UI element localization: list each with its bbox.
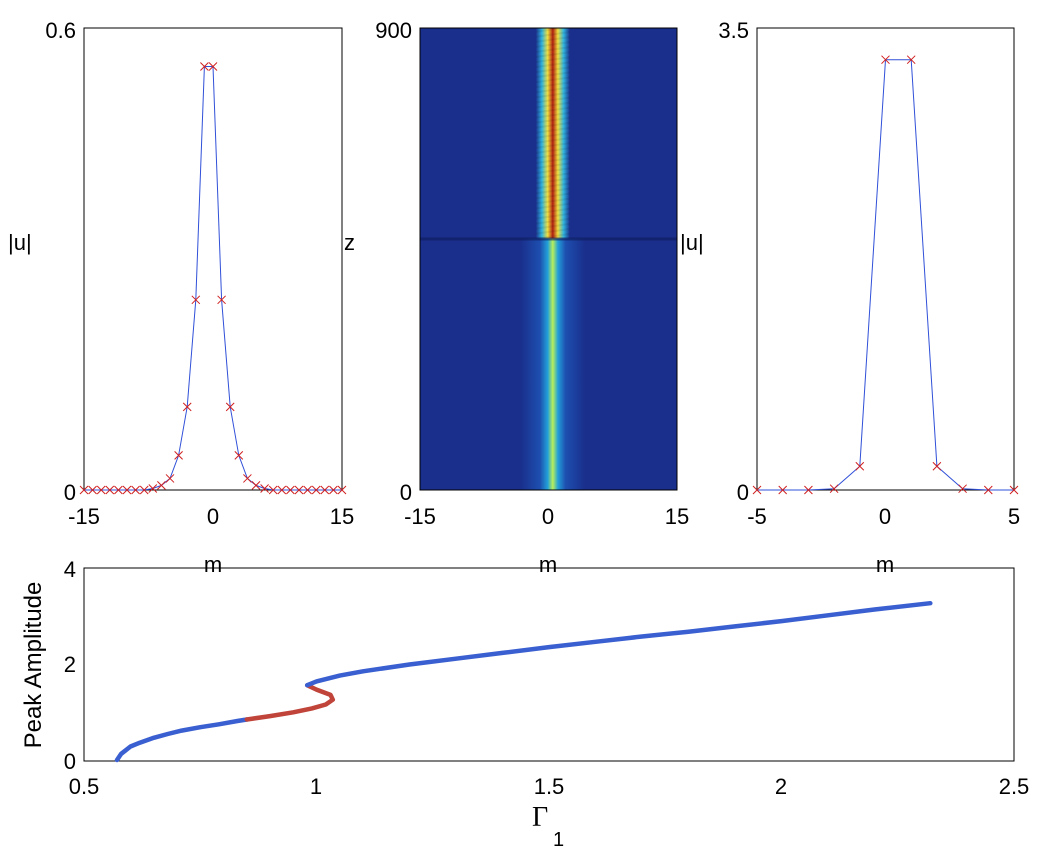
profile-left-marker — [105, 485, 115, 495]
profile-right-line — [757, 59, 1014, 491]
heatmap-lower-core — [520, 238, 585, 490]
profile-right-marker — [829, 484, 839, 494]
profile-left-marker — [208, 62, 218, 71]
profile-right-xtick-mid: 0 — [879, 504, 891, 529]
profile-left-marker — [268, 485, 278, 495]
profile-right-xlabel: m — [876, 552, 894, 577]
profile-left-xtick-right: 15 — [330, 504, 354, 529]
bifurcation-ytick-2: 2 — [64, 652, 76, 677]
profile-right-marker — [752, 485, 762, 495]
profile-left-marker — [294, 485, 304, 495]
profile-left-marker — [79, 485, 89, 495]
profile-left-marker — [320, 485, 330, 495]
profile-left-xlabel: m — [204, 552, 222, 577]
profile-left-marker — [251, 481, 261, 490]
bifurcation-xtick-2.5: 2.5 — [999, 774, 1030, 799]
profile-right-marker — [855, 461, 865, 471]
profile-left-marker — [311, 485, 321, 495]
profile-left-marker — [243, 474, 252, 483]
profile-left-xtick-mid: 0 — [207, 504, 219, 529]
bifurcation-axes-box — [83, 567, 1015, 762]
profile-left-marker — [260, 484, 269, 493]
bifurcation-xtick-1.5: 1.5 — [534, 774, 565, 799]
profile-right-xtick-right: 5 — [1008, 504, 1020, 529]
profile-left-marker — [165, 474, 175, 483]
profile-left-marker — [234, 450, 244, 460]
profile-left-marker — [114, 485, 123, 495]
profile-left-marker — [200, 62, 209, 71]
profile-right-panel: 3.5 0 -5 0 5 |u| m — [680, 18, 1020, 577]
profile-right-markers — [752, 55, 1019, 495]
profile-right-axes-box — [756, 27, 1015, 491]
profile-left-markers — [79, 62, 347, 495]
heatmap-axes-box — [419, 27, 678, 491]
heatmap-xtick-mid: 0 — [542, 504, 554, 529]
profile-right-marker — [1009, 485, 1019, 495]
profile-right-marker — [778, 485, 788, 495]
profile-left-panel: 0.6 0 -15 0 15 |u| m — [8, 18, 354, 577]
profile-left-marker — [337, 485, 347, 495]
bifurcation-xlabel-subscript: 1 — [553, 829, 564, 851]
profile-left-xtick-left: -15 — [68, 504, 100, 529]
branch-stable-upper — [304, 600, 933, 688]
heatmap-xtick-right: 15 — [665, 504, 689, 529]
profile-right-ytick-bottom: 0 — [737, 480, 749, 505]
profile-right-marker — [958, 484, 967, 494]
heatmap-upper-stripes — [535, 28, 570, 239]
profile-left-marker — [139, 485, 149, 495]
profile-left-marker — [122, 485, 132, 495]
profile-left-marker — [88, 485, 97, 495]
profile-right-marker — [932, 461, 942, 471]
bifurcation-xlabel: Γ — [532, 802, 548, 833]
profile-left-marker — [217, 295, 226, 305]
branch-unstable-middle — [244, 682, 336, 722]
profile-left-marker — [286, 485, 295, 495]
profile-left-marker — [148, 484, 158, 493]
bifurcation-ytick-4: 4 — [64, 557, 76, 582]
profile-left-line — [84, 66, 342, 491]
profile-left-marker — [225, 402, 235, 412]
profile-left-ylabel: |u| — [8, 230, 32, 255]
heatmap-ytick-bottom: 0 — [400, 480, 412, 505]
profile-left-marker — [191, 295, 201, 305]
profile-right-marker — [881, 55, 890, 65]
profile-right-marker — [804, 485, 813, 495]
profile-left-marker — [182, 402, 192, 412]
heatmap-xtick-left: -15 — [404, 504, 436, 529]
heatmap-transition-line — [420, 237, 677, 241]
branch-stable-lower — [114, 717, 250, 763]
profile-right-marker — [906, 55, 916, 65]
profile-left-ytick-bottom: 0 — [64, 480, 76, 505]
profile-left-marker — [303, 485, 312, 495]
bifurcation-xtick-2: 2 — [775, 774, 787, 799]
profile-right-ytick-top: 3.5 — [718, 18, 749, 43]
profile-left-marker — [174, 450, 183, 460]
bifurcation-xtick-0.5: 0.5 — [69, 774, 100, 799]
heatmap-ytick-top: 900 — [375, 18, 412, 43]
profile-left-axes-box — [83, 27, 343, 491]
profile-left-marker — [96, 485, 106, 495]
heatmap-ylabel: z — [344, 230, 355, 255]
bifurcation-ylabel: Peak Amplitude — [20, 582, 47, 749]
heatmap-panel: 900 0 -15 0 15 z m — [344, 18, 689, 577]
profile-right-xtick-left: -5 — [747, 504, 767, 529]
profile-left-ytick-top: 0.6 — [45, 18, 76, 43]
bifurcation-panel: 4 2 0 0.5 1 1.5 2 2.5 Peak Amplitude Γ 1 — [20, 557, 1029, 851]
bifurcation-xtick-1: 1 — [310, 774, 322, 799]
heatmap-xlabel: m — [539, 552, 557, 577]
profile-right-ylabel: |u| — [680, 230, 704, 255]
profile-right-marker — [983, 485, 993, 495]
profile-left-marker — [277, 485, 287, 495]
profile-left-marker — [157, 481, 166, 490]
profile-left-marker — [131, 485, 140, 495]
profile-left-marker — [329, 485, 338, 495]
bifurcation-ytick-0: 0 — [64, 749, 76, 774]
